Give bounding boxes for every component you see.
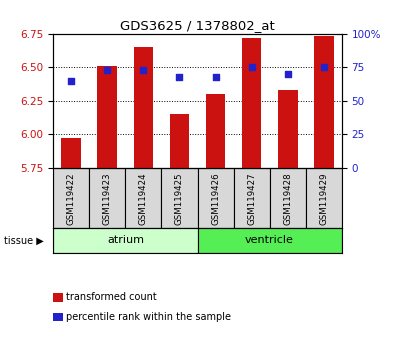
Bar (98, 66, 117, 168)
Point (284, 71, 291, 77)
Text: GSM119422: GSM119422 (67, 173, 76, 225)
Bar (89, 168, 126, 228)
Bar (233, 168, 270, 228)
Point (248, 64, 255, 70)
Bar (62, 138, 81, 168)
Text: tissue ▶: tissue ▶ (4, 235, 44, 245)
Text: percentile rank within the sample: percentile rank within the sample (66, 312, 231, 322)
Text: GSM119429: GSM119429 (319, 173, 328, 225)
Bar (53, 168, 89, 228)
Bar (278, 90, 297, 168)
Text: GSM119423: GSM119423 (103, 173, 112, 225)
Point (320, 64, 327, 70)
Text: GSM119425: GSM119425 (175, 173, 184, 225)
Point (68, 78, 75, 84)
Bar (198, 228, 342, 253)
Bar (134, 47, 153, 168)
Title: GDS3625 / 1378802_at: GDS3625 / 1378802_at (120, 19, 275, 33)
Bar (198, 168, 233, 228)
Bar (314, 36, 333, 168)
Point (176, 74, 182, 79)
Text: transformed count: transformed count (66, 292, 157, 302)
Text: ventricle: ventricle (245, 235, 294, 245)
Point (104, 67, 111, 73)
Bar (53, 228, 198, 253)
Bar (270, 168, 306, 228)
Text: GSM119428: GSM119428 (283, 173, 292, 225)
Bar (126, 168, 162, 228)
Bar (242, 38, 261, 168)
Point (213, 74, 219, 79)
Text: GSM119426: GSM119426 (211, 173, 220, 225)
Text: atrium: atrium (107, 235, 144, 245)
Bar (162, 168, 198, 228)
Text: GSM119427: GSM119427 (247, 173, 256, 225)
Bar (169, 114, 189, 168)
Point (140, 67, 147, 73)
Bar (306, 168, 342, 228)
Text: GSM119424: GSM119424 (139, 173, 148, 225)
Bar (206, 94, 226, 168)
